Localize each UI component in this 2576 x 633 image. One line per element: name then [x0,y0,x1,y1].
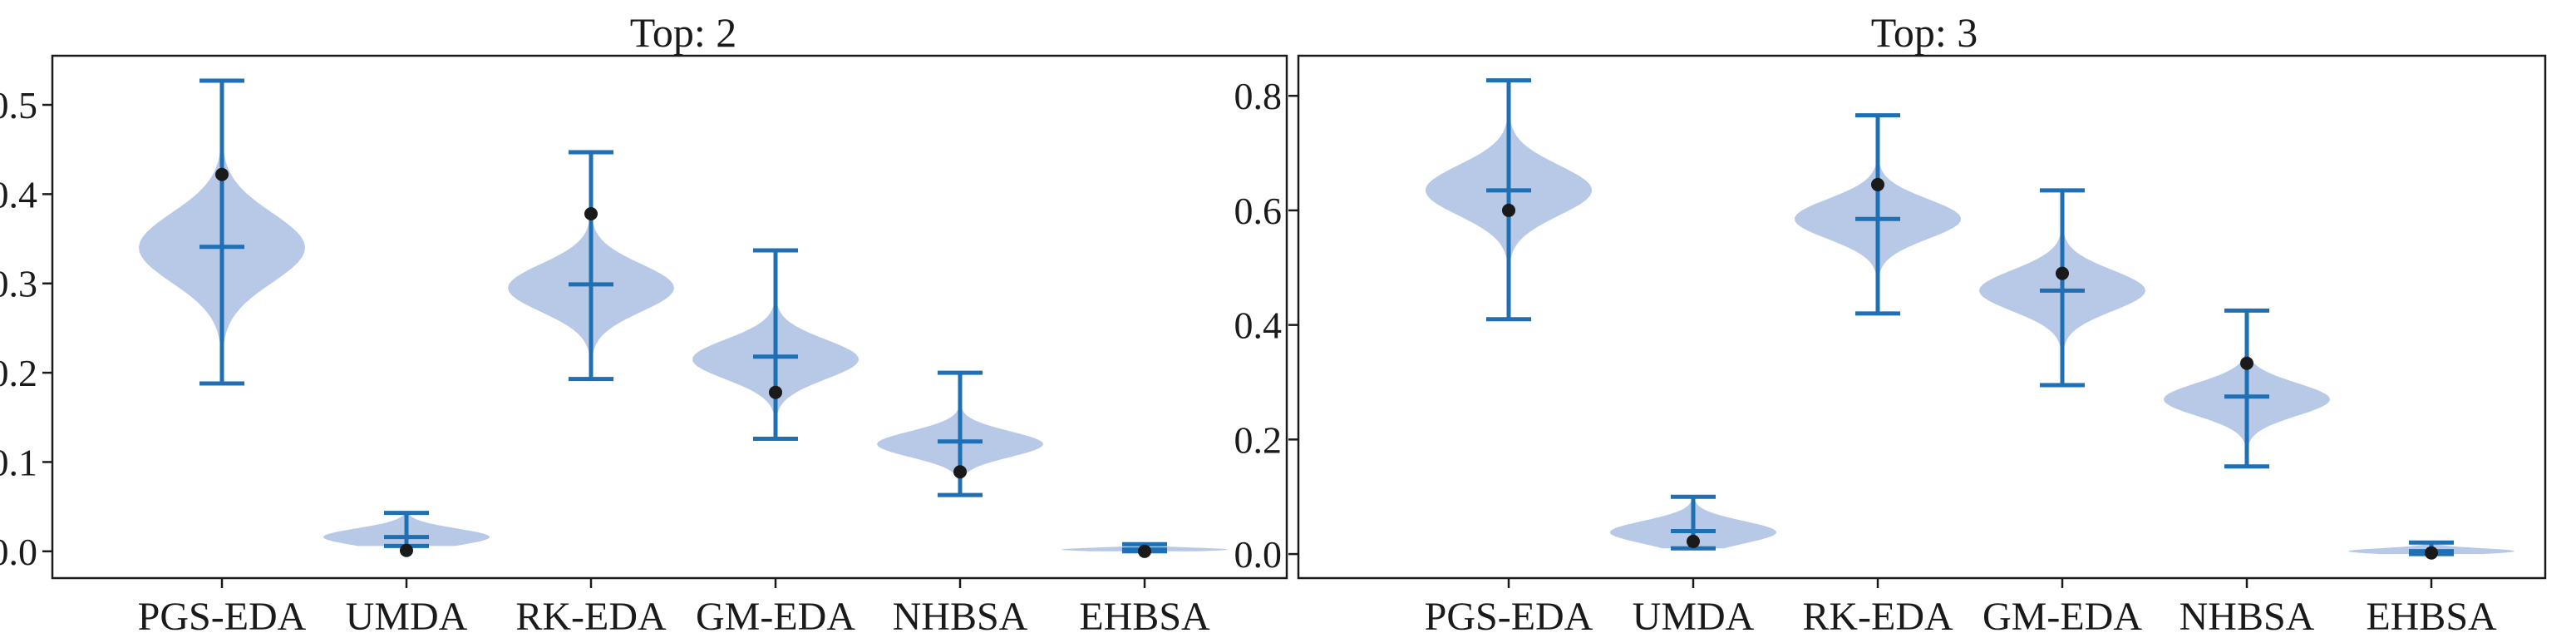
x-tick-label: NHBSA [2180,595,2315,633]
y-tick-label: 0.0 [1234,533,1283,576]
result-dot [769,385,782,399]
plot-frame [51,54,1288,580]
result-dot [215,167,229,181]
x-tick-label: PGS-EDA [138,595,307,633]
y-tick-label: 0.1 [0,441,37,483]
x-tick-label: RK-EDA [1802,595,1953,633]
y-tick-label: 0.0 [0,531,37,573]
y-tick-label: 0.4 [1234,304,1283,347]
result-dot [1138,544,1151,558]
result-dot [2425,546,2438,560]
result-dot [584,207,598,221]
y-tick-label: 0.2 [1234,418,1283,461]
x-tick-label: GM-EDA [696,595,855,633]
x-tick-label: RK-EDA [515,595,667,633]
result-dot [2240,356,2253,370]
x-tick-label: UMDA [1633,595,1755,633]
result-dot [953,465,967,479]
y-tick-label: 0.6 [1234,190,1283,232]
x-tick-label: UMDA [346,595,468,633]
y-tick-label: 0.4 [0,173,37,215]
y-tick-label: 0.5 [0,84,37,126]
x-tick-label: PGS-EDA [1425,595,1593,633]
chart-panel-top-3: Top: 3 0.0 0.2 0.4 0.6 0.8 PGS-EDA UMDA RK-EDA G… [1234,9,2547,633]
plot-marks: 0.0 0.2 0.4 0.6 0.8 PGS-EDA UMDA RK-EDA GM-EDA NH… [1234,75,2514,633]
x-tick-label: EHBSA [2366,595,2497,633]
x-tick-label: EHBSA [1079,595,1210,633]
result-dot [1502,203,1515,217]
result-dot [400,543,413,557]
plot-frame [1297,54,2547,580]
x-tick-label: NHBSA [893,595,1028,633]
result-dot [2056,266,2069,280]
x-tick-label: GM-EDA [1982,595,2142,633]
y-tick-label: 0.3 [0,263,37,305]
y-tick-label: 0.8 [1234,75,1283,117]
result-dot [1871,177,1884,191]
chart-panel-top-2: Top: 2 0.0 0.1 0.2 0.3 0.4 0.5 PGS-EDA UMDA RK-E… [0,9,1288,633]
plot-marks: 0.0 0.1 0.2 0.3 0.4 0.5 PGS-EDA UMDA RK-EDA GM-ED… [0,78,1228,633]
result-dot [1687,534,1700,548]
chart-title: Top: 3 [1871,9,1978,56]
chart-title: Top: 2 [630,9,736,56]
y-tick-label: 0.2 [0,352,37,394]
